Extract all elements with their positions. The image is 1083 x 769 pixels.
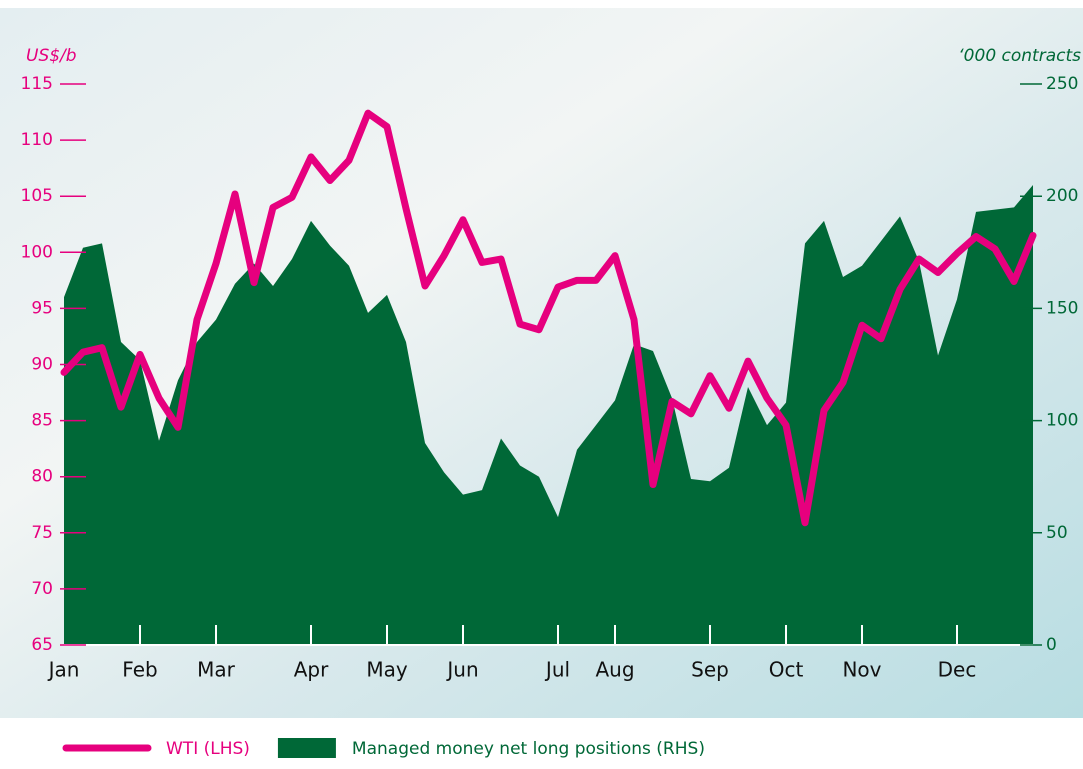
legend-label: WTI (LHS) [166, 739, 250, 759]
x-tick-label: Jan [47, 658, 80, 682]
y-tick-label: 70 [31, 579, 53, 599]
y-axis-title: US$/b [26, 46, 77, 66]
y-tick-label: 100 [21, 242, 53, 262]
x-tick-label: Sep [691, 658, 729, 682]
x-tick-label: Apr [294, 658, 329, 682]
x-tick-label: Mar [197, 658, 236, 682]
y2-tick-label: 200 [1046, 186, 1078, 206]
y-tick-label: 90 [31, 355, 53, 375]
legend-swatch [277, 738, 336, 758]
x-tick-label: Jun [445, 658, 478, 682]
y2-tick-label: 100 [1046, 411, 1078, 431]
line-series [60, 109, 1037, 527]
y-tick-label: 95 [31, 298, 53, 318]
y2-tick-label: 150 [1046, 298, 1078, 318]
y-tick-label: 80 [31, 467, 53, 487]
y-tick-label: 85 [31, 411, 53, 431]
x-tick-label: Oct [769, 658, 804, 682]
y-tick-label: 105 [21, 186, 53, 206]
y2-tick-label: 0 [1046, 635, 1057, 655]
y2-axis-title: ‘000 contracts [958, 46, 1081, 66]
y-tick-label: 75 [31, 523, 53, 543]
y-tick-label: 110 [21, 130, 53, 150]
x-tick-label: Dec [938, 658, 977, 682]
x-tick-label: May [366, 658, 408, 682]
x-tick-label: Feb [122, 658, 157, 682]
y-tick-label: 115 [21, 74, 53, 94]
y-tick-label: 65 [31, 635, 53, 655]
x-tick-label: Nov [842, 658, 881, 682]
y2-tick-label: 50 [1046, 523, 1068, 543]
area-series [64, 184, 1033, 646]
legend-label: Managed money net long positions (RHS) [352, 739, 705, 759]
x-tick-label: Aug [595, 658, 634, 682]
y2-tick-label: 250 [1046, 74, 1078, 94]
x-tick-label: Jul [544, 658, 570, 682]
